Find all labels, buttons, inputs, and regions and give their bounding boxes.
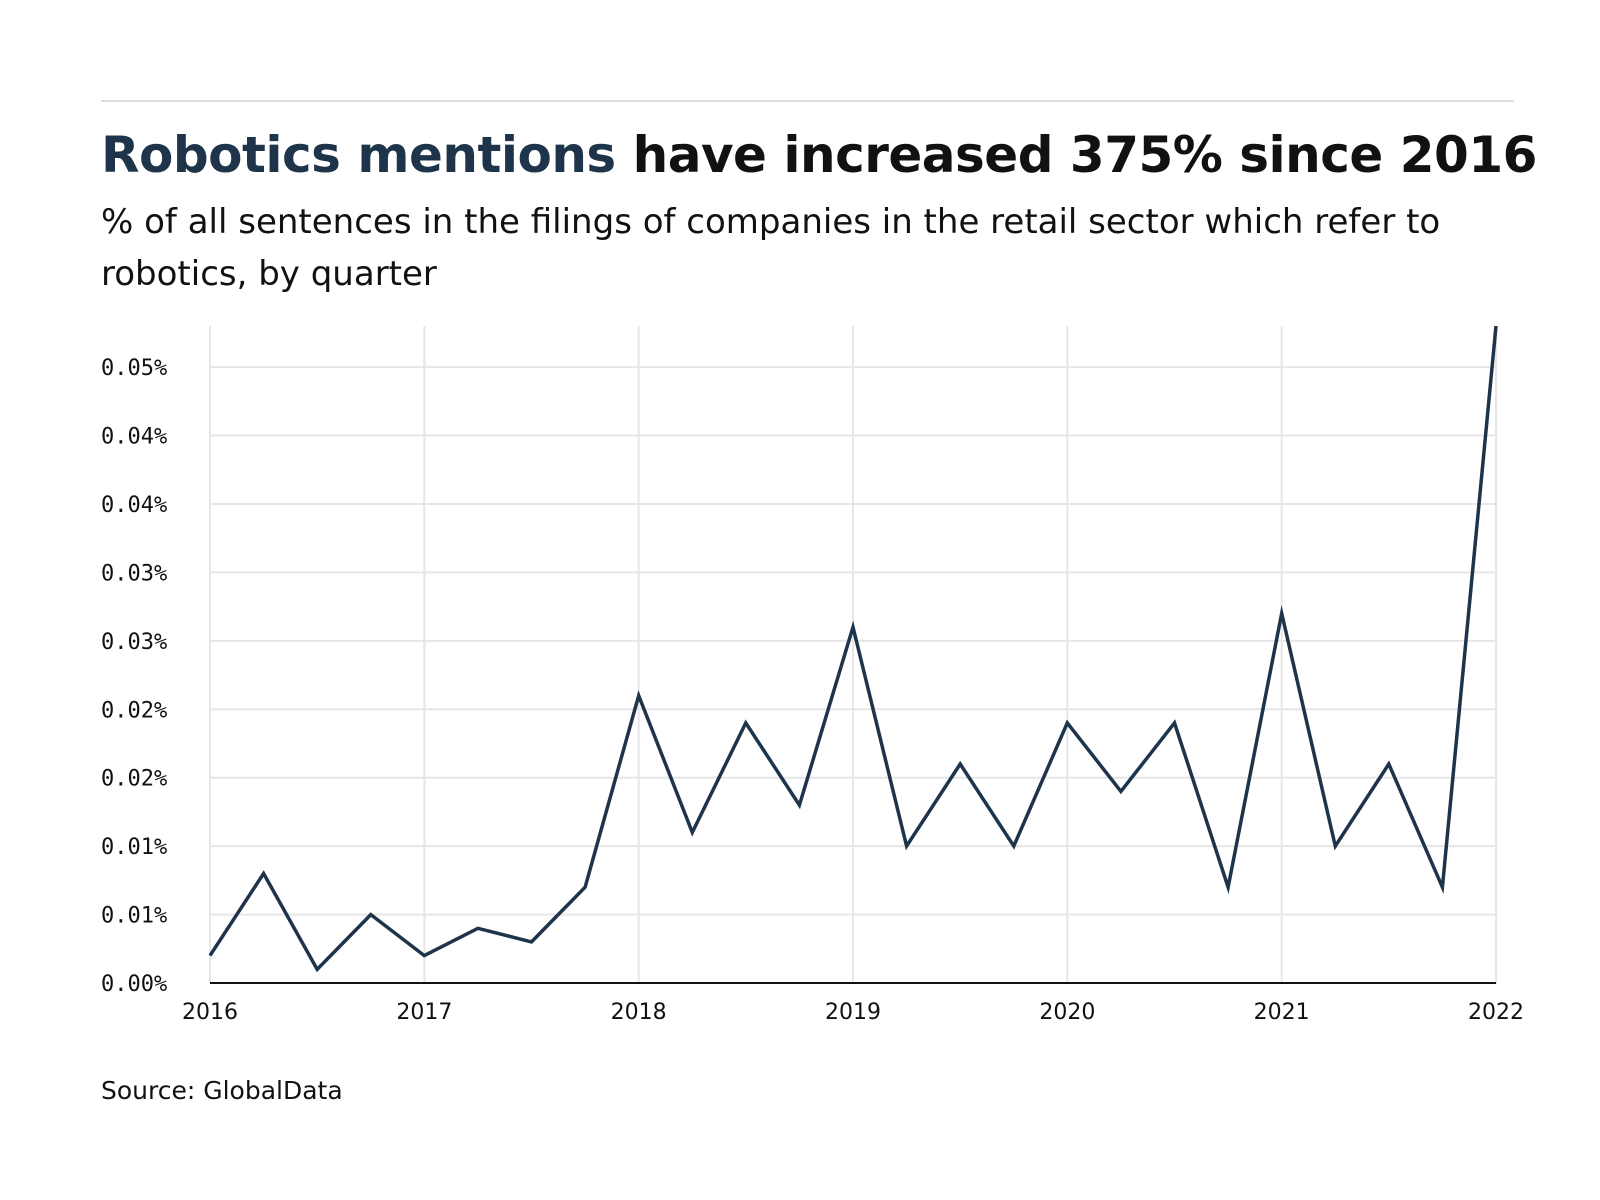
data-point: [208, 954, 212, 958]
series-layer: [208, 324, 1498, 973]
data-point: [958, 762, 962, 766]
chart-title-highlight: Robotics mentions: [101, 126, 616, 184]
data-point: [315, 967, 319, 971]
data-point: [1387, 762, 1391, 766]
y-tick-label: 0.01%: [101, 904, 167, 929]
y-tick-label: 0.02%: [101, 767, 167, 792]
y-tick-label: 0.00%: [101, 972, 167, 997]
data-point: [476, 926, 480, 930]
x-gridlines: [209, 326, 1497, 983]
x-tick-label: 2022: [1468, 1000, 1524, 1025]
x-tick-label: 2019: [825, 1000, 881, 1025]
y-tick-label: 0.03%: [101, 630, 167, 655]
data-point: [1012, 844, 1016, 848]
data-point: [905, 844, 909, 848]
y-tick-label: 0.03%: [101, 561, 167, 586]
data-point: [1119, 789, 1123, 793]
x-tick-label: 2016: [182, 1000, 238, 1025]
data-point: [690, 830, 694, 834]
data-point: [530, 940, 534, 944]
chart-title: Robotics mentions have increased 375% si…: [101, 122, 1537, 188]
data-point: [369, 913, 373, 917]
y-tick-label: 0.02%: [101, 698, 167, 723]
y-tick-label: 0.04%: [101, 425, 167, 450]
y-tick-label: 0.05%: [101, 356, 167, 381]
data-point: [1280, 611, 1284, 615]
x-tick-label: 2017: [396, 1000, 452, 1025]
x-tick-label: 2020: [1039, 1000, 1095, 1025]
data-point: [422, 954, 426, 958]
chart-title-rest: have increased 375% since 2016: [615, 126, 1538, 184]
data-point: [797, 803, 801, 807]
data-point: [1333, 844, 1337, 848]
top-divider: [101, 100, 1514, 102]
x-tick-label: 2018: [611, 1000, 667, 1025]
data-point: [1494, 324, 1498, 328]
data-point: [262, 872, 266, 876]
data-point: [1173, 721, 1177, 725]
source-note: Source: GlobalData: [101, 1076, 343, 1105]
chart-subtitle: % of all sentences in the filings of com…: [101, 202, 1441, 294]
x-tick-label: 2021: [1254, 1000, 1310, 1025]
y-axis-tick-labels: 0.00% 0.01% 0.01% 0.02% 0.02% 0.03% 0.03% 0.04%…: [101, 356, 167, 997]
data-point: [851, 625, 855, 629]
y-tick-label: 0.04%: [101, 493, 167, 518]
y-tick-label: 0.01%: [101, 835, 167, 860]
data-point: [1226, 885, 1230, 889]
data-point: [1065, 721, 1069, 725]
data-point: [1440, 885, 1444, 889]
data-point: [744, 721, 748, 725]
series-line: [208, 325, 1498, 973]
x-axis-tick-labels: 2016 2017 2018 2019 2020 2021 2022: [182, 1000, 1524, 1025]
data-point: [583, 885, 587, 889]
data-point: [637, 694, 641, 698]
